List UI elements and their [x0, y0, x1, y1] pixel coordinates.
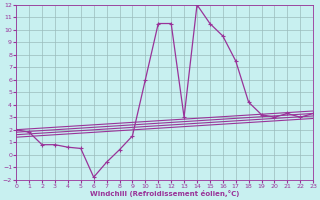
X-axis label: Windchill (Refroidissement éolien,°C): Windchill (Refroidissement éolien,°C) — [90, 190, 239, 197]
